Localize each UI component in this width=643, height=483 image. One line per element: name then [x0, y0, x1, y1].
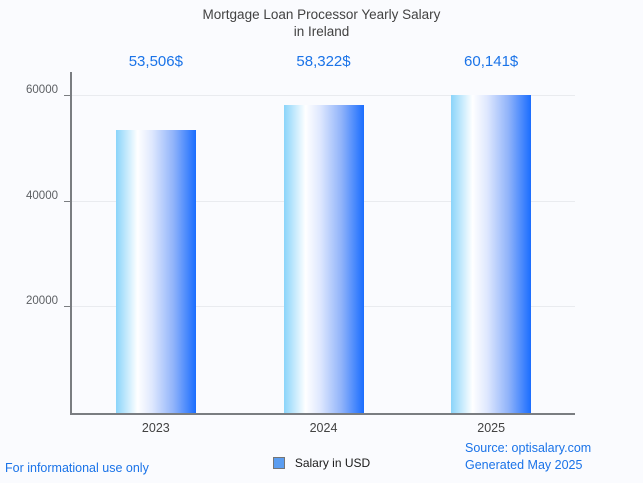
- y-tick-label-60000: 60000: [26, 83, 58, 96]
- y-tick-label-40000: 40000: [26, 189, 58, 202]
- y-tickmark-40000: [64, 200, 70, 202]
- source-text: Source: optisalary.com: [465, 441, 592, 455]
- x-tick-label-2024: 2024: [309, 421, 338, 435]
- value-label-2023: 53,506$: [128, 53, 183, 70]
- bar-2024[interactable]: [283, 104, 364, 413]
- gridline-60000: [72, 94, 575, 96]
- value-label-2024: 58,322$: [296, 53, 351, 70]
- x-tick-label-2025: 2025: [477, 421, 506, 435]
- y-tick-label-20000: 20000: [26, 295, 58, 308]
- y-tickmark-60000: [64, 94, 70, 96]
- legend-label: Salary in USD: [294, 456, 371, 470]
- chart-title: Mortgage Loan Processor Yearly Salary in…: [0, 6, 643, 40]
- y-tickmark-20000: [64, 306, 70, 308]
- chart-title-line1: Mortgage Loan Processor Yearly Salary: [202, 7, 441, 22]
- footer-source-block: Source: optisalary.com Generated May 202…: [465, 440, 591, 473]
- value-label-2025: 60,141$: [464, 53, 519, 70]
- bar-2025[interactable]: [451, 95, 532, 413]
- legend[interactable]: Salary in USD: [0, 456, 643, 470]
- bar-2023[interactable]: [115, 130, 196, 413]
- disclaimer-text: For informational use only: [5, 461, 149, 475]
- plot-area: 20000 40000 60000 53,506$ 2023 58,322$ 2024 60,…: [26, 53, 575, 435]
- chart-title-line2: in Ireland: [293, 24, 350, 39]
- x-tick-label-2023: 2023: [141, 421, 170, 435]
- generated-text: Generated May 2025: [465, 457, 583, 472]
- legend-marker-icon: [272, 457, 285, 469]
